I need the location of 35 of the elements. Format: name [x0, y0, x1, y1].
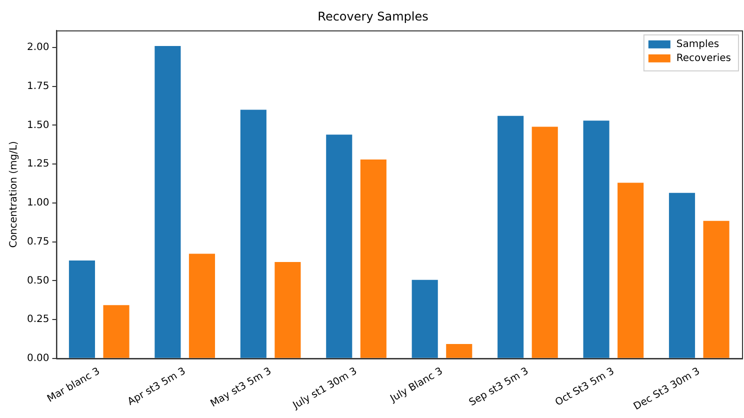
y-tick-label: 1.25 — [27, 158, 50, 170]
bar — [498, 116, 524, 358]
bar — [446, 344, 472, 358]
bar — [360, 159, 386, 358]
x-tick-label: May st3 5m 3 — [208, 366, 274, 410]
chart-title: Recovery Samples — [318, 9, 428, 24]
y-axis-title: Concentration (mg/L) — [8, 140, 20, 248]
bar — [154, 46, 181, 358]
y-tick-label: 0.50 — [27, 275, 50, 286]
y-tick-label: 1.50 — [27, 120, 50, 131]
y-tick-label: 0.00 — [27, 353, 50, 364]
x-tick-label: Apr st3 5m 3 — [126, 366, 188, 408]
bar — [188, 254, 216, 358]
x-tick-label: Dec St3 30m 3 — [632, 366, 702, 413]
bar — [618, 182, 644, 358]
bar — [668, 192, 696, 358]
bar — [240, 110, 266, 358]
y-tick-label: 0.25 — [27, 314, 50, 326]
bar — [412, 280, 438, 358]
bar — [274, 262, 301, 358]
x-tick-label: July st1 30m 3 — [290, 366, 360, 412]
bar — [326, 134, 352, 358]
y-tick-label: 0.75 — [27, 236, 50, 248]
y-tick-label: 2.00 — [27, 42, 50, 54]
bar — [532, 126, 558, 358]
y-tick-label: 1.75 — [27, 80, 50, 92]
bar — [703, 220, 730, 358]
legend-label: Samples — [676, 38, 720, 50]
legend-label: Recoveries — [676, 52, 732, 64]
bar — [583, 120, 610, 358]
y-tick-label: 1.00 — [27, 198, 50, 209]
x-tick-label: Oct St3 5m 3 — [554, 366, 616, 408]
bar — [68, 260, 96, 358]
x-tick-label: Sep st3 5m 3 — [468, 366, 531, 409]
bar — [103, 305, 130, 358]
